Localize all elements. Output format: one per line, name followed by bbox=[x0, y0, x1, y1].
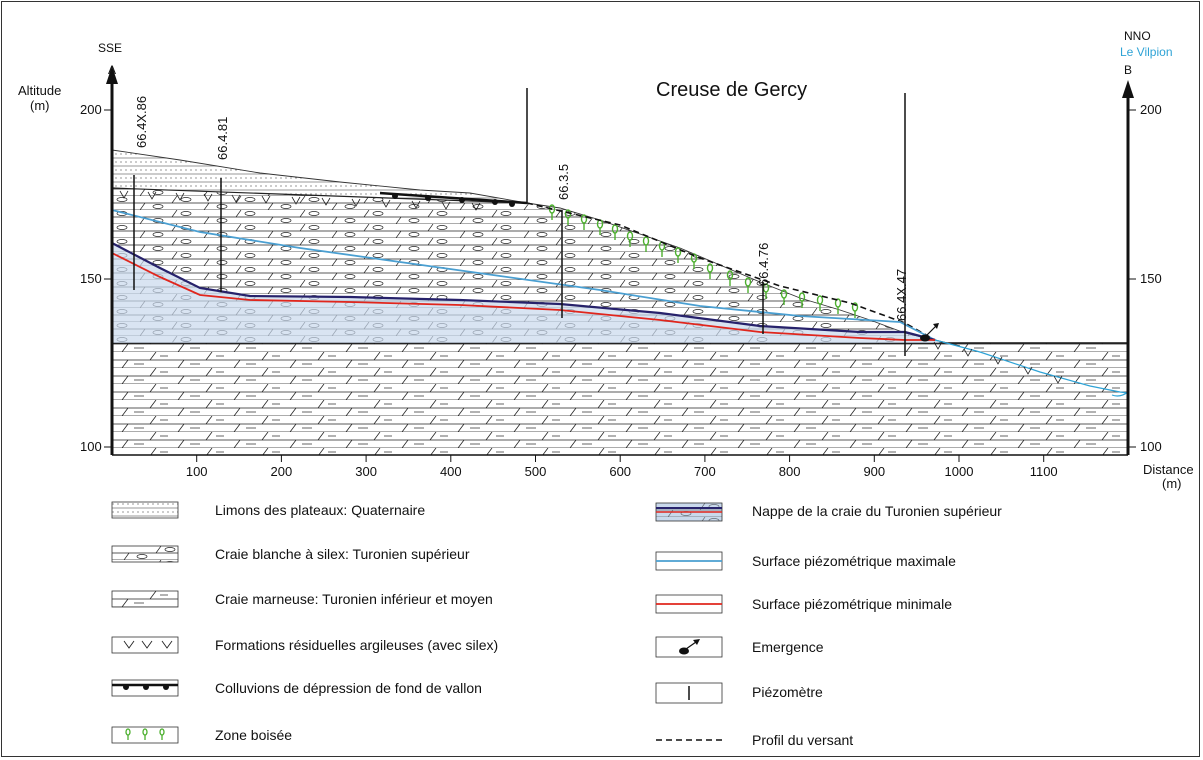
y-tick-label: 150 bbox=[1140, 271, 1162, 286]
legend-swatch-boisee bbox=[111, 726, 179, 744]
legend-swatch-min bbox=[655, 594, 723, 614]
legend-label: Surface piézométrique maximale bbox=[752, 553, 956, 569]
x-tick-label: 100 bbox=[186, 464, 208, 479]
right-direction: NNO bbox=[1124, 29, 1151, 43]
legend-left: Limons des plateaux: Quaternaire Craie b… bbox=[111, 501, 498, 744]
legend-swatch-limons bbox=[111, 501, 179, 519]
legend-label: Surface piézométrique minimale bbox=[752, 596, 952, 612]
borehole-label: 66.4.76 bbox=[756, 243, 771, 286]
forest-zone bbox=[548, 204, 859, 318]
x-tick-label: 900 bbox=[863, 464, 885, 479]
geology-layers: 66.4X.86 66.4.81 66.3.5 66.4.76 66.4X.47 bbox=[111, 88, 1129, 455]
y-tick-label: 150 bbox=[80, 271, 102, 286]
river-slope bbox=[934, 339, 1129, 394]
x-tick-label: 400 bbox=[440, 464, 462, 479]
craie-marneuse-layer bbox=[112, 343, 1128, 455]
nappe-border bbox=[111, 242, 936, 342]
borehole-label: 66.4.81 bbox=[215, 117, 230, 160]
residual-formations bbox=[119, 190, 1063, 384]
borehole-label: 66.4X.86 bbox=[134, 96, 149, 148]
legend-swatch-residuelles bbox=[111, 636, 179, 654]
legend-label: Zone boisée bbox=[215, 727, 292, 743]
y-axis-unit: (m) bbox=[30, 98, 50, 113]
y-tick-label: 100 bbox=[80, 439, 102, 454]
legend-swatch-craie-marneuse bbox=[111, 590, 179, 608]
legend-label: Colluvions de dépression de fond de vall… bbox=[215, 680, 482, 696]
legend-right: Nappe de la craie du Turonien supérieur … bbox=[655, 502, 1002, 748]
legend-label: Emergence bbox=[752, 639, 824, 655]
x-axis-unit: (m) bbox=[1162, 476, 1182, 491]
x-tick-label: 600 bbox=[609, 464, 631, 479]
x-tick-label: 700 bbox=[694, 464, 716, 479]
legend-label: Piézomètre bbox=[752, 684, 823, 700]
legend-swatch-colluvions bbox=[111, 679, 179, 697]
legend-label: Profil du versant bbox=[752, 732, 853, 748]
left-axis: SSE A Altitude (m) 200 150 100 bbox=[18, 41, 122, 455]
piezometric-max bbox=[111, 209, 936, 341]
river-name: Le Vilpion bbox=[1120, 45, 1173, 59]
borehole-label: 66.3.5 bbox=[556, 164, 571, 200]
diagram-title: Creuse de Gercy bbox=[656, 79, 807, 101]
x-tick-label: 500 bbox=[525, 464, 547, 479]
borehole-label: 66.4X.47 bbox=[894, 269, 909, 321]
legend-swatch-piezometre bbox=[655, 682, 723, 704]
x-tick-label: 800 bbox=[779, 464, 801, 479]
legend-label: Limons des plateaux: Quaternaire bbox=[215, 502, 425, 518]
legend-label: Craie blanche à silex: Turonien supérieu… bbox=[215, 546, 470, 562]
legend-swatch-max bbox=[655, 551, 723, 571]
slope-profile bbox=[526, 202, 936, 341]
x-tick-label: 300 bbox=[355, 464, 377, 479]
y-tick-label: 200 bbox=[1140, 102, 1162, 117]
legend-swatch-craie-blanche bbox=[111, 545, 179, 563]
left-letter: A bbox=[108, 63, 116, 77]
emergence-mark bbox=[920, 323, 939, 342]
left-direction: SSE bbox=[98, 41, 122, 55]
legend-label: Formations résiduelles argileuses (avec … bbox=[215, 637, 498, 653]
colluvions bbox=[379, 191, 528, 207]
x-tick-label: 200 bbox=[271, 464, 293, 479]
y-axis-label: Altitude bbox=[18, 83, 61, 98]
x-tick-label: 1100 bbox=[1030, 464, 1058, 479]
legend-label: Craie marneuse: Turonien inférieur et mo… bbox=[215, 591, 493, 607]
piezometers bbox=[133, 88, 906, 356]
limons-layer bbox=[112, 150, 527, 203]
piezometric-min bbox=[111, 252, 935, 341]
right-axis: NNO Le Vilpion B 200 150 100 bbox=[1120, 29, 1173, 455]
legend-swatch-emergence bbox=[655, 636, 723, 658]
legend-swatch-nappe bbox=[655, 502, 723, 522]
nappe-layer bbox=[112, 243, 940, 343]
y-tick-label: 200 bbox=[80, 102, 102, 117]
x-axis: 100 200 300 400 500 600 700 800 900 1000 1100 Dist… bbox=[112, 454, 1194, 491]
y-tick-label: 100 bbox=[1140, 439, 1162, 454]
x-tick-label: 1000 bbox=[945, 464, 974, 479]
x-axis-label: Distance bbox=[1143, 462, 1194, 477]
legend-label: Nappe de la craie du Turonien supérieur bbox=[752, 503, 1002, 519]
right-letter: B bbox=[1124, 63, 1132, 77]
